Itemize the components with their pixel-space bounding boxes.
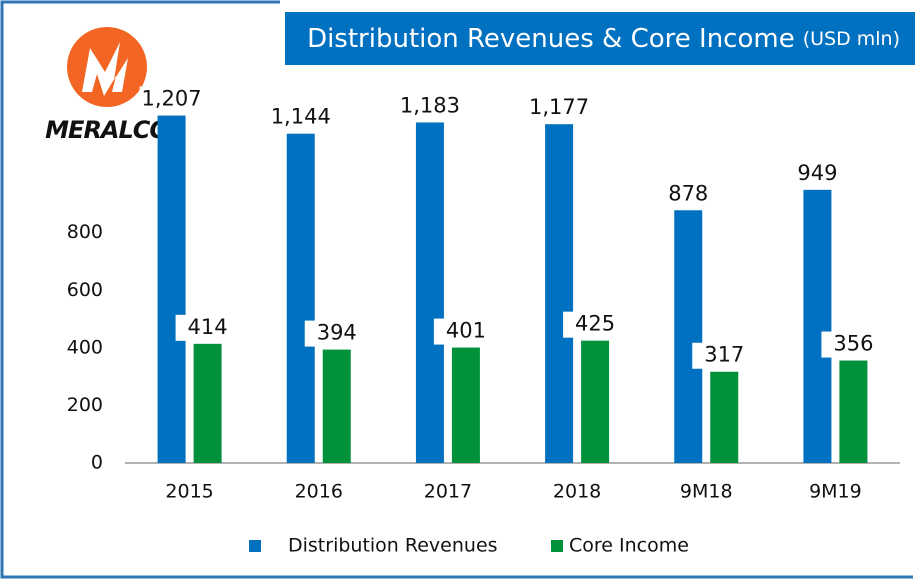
bar bbox=[710, 371, 739, 463]
value-label: 949 bbox=[797, 161, 837, 185]
value-label: 401 bbox=[446, 319, 486, 343]
value-label: 414 bbox=[188, 315, 228, 339]
value-label-bg bbox=[563, 311, 628, 338]
subtitle: (USD mln) bbox=[803, 28, 900, 50]
y-tick-label: 600 bbox=[67, 279, 103, 301]
y-tick-label: 200 bbox=[67, 394, 103, 416]
value-label: 425 bbox=[575, 312, 615, 336]
value-label-bg bbox=[397, 93, 462, 120]
legend-label: Distribution Revenues bbox=[288, 535, 498, 557]
value-label-bg bbox=[692, 342, 757, 369]
value-label: 878 bbox=[668, 181, 708, 205]
bar bbox=[581, 340, 610, 463]
value-label: 1,183 bbox=[400, 93, 460, 117]
x-tick-label: 2016 bbox=[295, 481, 343, 503]
value-label-bg bbox=[821, 331, 886, 358]
value-label-bg bbox=[656, 181, 721, 208]
value-label: 1,207 bbox=[142, 87, 202, 111]
value-label-bg bbox=[433, 318, 498, 345]
logo-mark bbox=[82, 42, 128, 96]
logo-text: MERALCO bbox=[45, 116, 169, 144]
legend-swatch bbox=[551, 540, 563, 552]
x-tick-label: 9M19 bbox=[809, 481, 862, 503]
value-label-bg bbox=[268, 104, 333, 131]
bar bbox=[451, 347, 480, 463]
y-tick-label: 800 bbox=[67, 221, 103, 243]
value-label-bg bbox=[527, 95, 592, 122]
y-tick-label: 400 bbox=[67, 336, 103, 358]
bar bbox=[674, 210, 703, 463]
x-tick-label: 2017 bbox=[424, 481, 472, 503]
legend-swatch bbox=[249, 540, 261, 552]
title-text: Distribution Revenues & Core Income bbox=[307, 24, 795, 54]
x-tick-label: 2015 bbox=[165, 481, 213, 503]
value-label: 317 bbox=[704, 343, 744, 367]
bar bbox=[803, 189, 832, 463]
chart-title: Distribution Revenues & Core Income (USD … bbox=[307, 24, 900, 54]
value-label: 1,144 bbox=[271, 105, 331, 129]
value-label-bg bbox=[304, 320, 369, 347]
value-label: 356 bbox=[833, 332, 873, 356]
y-tick-label: 0 bbox=[91, 452, 103, 474]
value-label: 1,177 bbox=[529, 95, 589, 119]
value-label-bg bbox=[785, 160, 850, 187]
value-label-bg bbox=[175, 314, 240, 341]
value-label-bg bbox=[139, 86, 204, 113]
logo: MERALCO bbox=[45, 27, 170, 144]
x-tick-label: 2018 bbox=[553, 481, 601, 503]
bar bbox=[322, 349, 351, 463]
x-tick-label: 9M18 bbox=[680, 481, 733, 503]
logo-circle bbox=[67, 27, 147, 107]
value-label: 394 bbox=[317, 321, 357, 345]
bar bbox=[193, 343, 222, 463]
legend-label: Core Income bbox=[569, 535, 689, 557]
bar bbox=[545, 124, 574, 464]
bar bbox=[839, 360, 868, 463]
title-box bbox=[285, 12, 915, 65]
bar bbox=[286, 133, 315, 464]
bar bbox=[157, 115, 186, 463]
bar bbox=[415, 122, 444, 463]
